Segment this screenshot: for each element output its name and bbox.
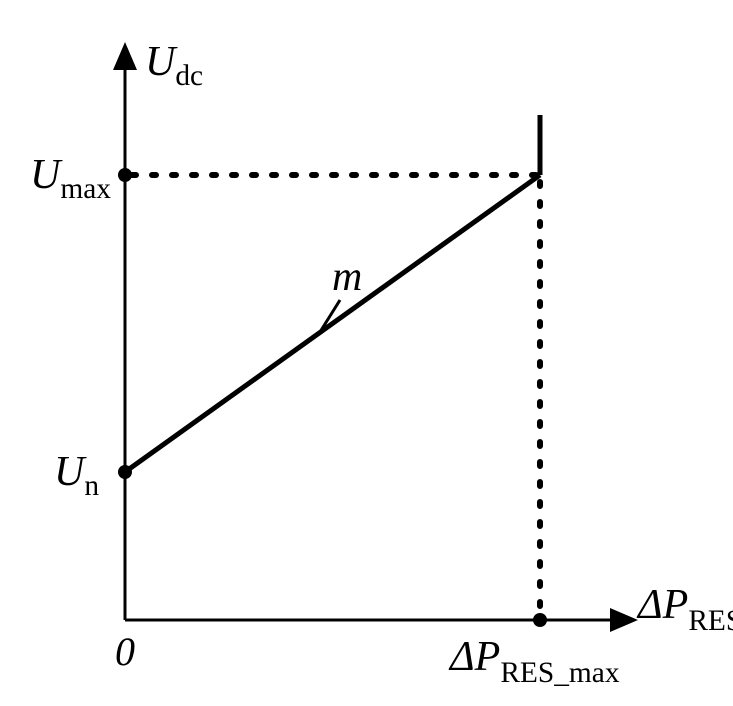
tick-xmax <box>533 613 547 627</box>
y-axis-label-sub: dc <box>175 60 203 92</box>
un-label: Un <box>54 449 99 502</box>
tick-umax <box>118 168 132 182</box>
umax-main: U <box>30 152 63 198</box>
chart-container: Udc Umax Un 0 ΔPRES ΔPRES_max m <box>0 0 733 706</box>
umax-sub: max <box>60 173 111 205</box>
chart-svg: Udc Umax Un 0 ΔPRES ΔPRES_max m <box>0 0 733 706</box>
x-axis-label-sub: RES <box>688 605 733 637</box>
un-sub: n <box>84 470 99 502</box>
y-axis-label: Udc <box>145 39 203 92</box>
xmax-label-sub: RES_max <box>500 657 620 689</box>
umax-label: Umax <box>30 152 111 205</box>
slope-line <box>125 175 540 472</box>
x-axis-label: ΔPRES <box>636 582 733 637</box>
x-axis-arrow <box>610 608 638 632</box>
un-main: U <box>54 449 87 495</box>
xmax-label: ΔPRES_max <box>448 634 620 689</box>
tick-un <box>118 465 132 479</box>
origin-label: 0 <box>115 629 135 674</box>
m-label: m <box>332 254 362 300</box>
y-axis-arrow <box>113 42 137 70</box>
x-axis-label-main: ΔP <box>636 582 688 628</box>
y-axis-label-main: U <box>145 39 178 85</box>
xmax-label-main: ΔP <box>448 634 500 680</box>
